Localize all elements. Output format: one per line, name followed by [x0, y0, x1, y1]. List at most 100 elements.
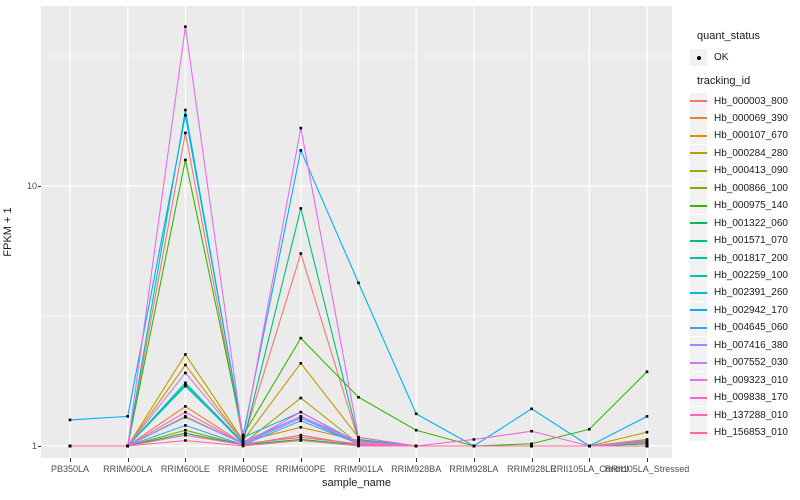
data-point: [184, 363, 187, 367]
data-point: [299, 396, 303, 400]
legend-item-label: Hb_000107_670: [714, 130, 788, 142]
data-point: [645, 430, 649, 434]
legend-key-swatch: [690, 92, 707, 110]
data-point: [241, 436, 245, 439]
series-color-line-icon: [690, 309, 707, 312]
series-color-line-icon: [690, 134, 707, 137]
legend-key-swatch: [690, 179, 707, 197]
x-tick-label-PB350LA: PB350LA: [50, 464, 90, 474]
series-color-line-icon: [690, 274, 707, 277]
x-tick-label-RRIM600SE: RRIM600SE: [218, 464, 269, 474]
y-tick-mark: [38, 186, 41, 187]
series-color-line-icon: [690, 239, 707, 242]
legend-item-label: Hb_002391_260: [714, 287, 788, 299]
x-tick-mark: [531, 458, 533, 462]
legend-item-label: Hb_156853_010: [714, 427, 788, 439]
data-point: [530, 442, 533, 446]
legend-item-label: OK: [714, 52, 729, 63]
data-point: [299, 433, 303, 437]
legend-item-label: Hb_001322_060: [714, 217, 788, 229]
data-point: [645, 439, 649, 442]
data-point: [184, 114, 187, 117]
data-point: [472, 444, 476, 448]
y-axis-title: FPKM + 1: [2, 207, 14, 257]
data-point: [184, 381, 187, 385]
data-point: [299, 252, 303, 255]
data-point: [184, 353, 187, 356]
data-point: [299, 207, 303, 210]
data-point: [184, 431, 187, 435]
data-point: [299, 126, 303, 130]
legend-key-swatch: [690, 371, 707, 389]
legend-key-swatch: [690, 127, 707, 145]
legend-item-label: Hb_137288_010: [714, 409, 788, 421]
series-color-line-icon: [690, 344, 707, 347]
x-tick-label-RRIM928BA: RRIM928BA: [391, 464, 442, 474]
data-point: [645, 441, 649, 444]
legend-item-label: Hb_009838_170: [714, 392, 788, 404]
legend-item-label: Hb_002259_100: [714, 270, 788, 281]
x-tick-label-RRIM600LE: RRIM600LE: [160, 464, 210, 474]
legend-key-swatch: [690, 109, 707, 127]
x-tick-mark: [300, 458, 302, 462]
plot-panel: [41, 6, 672, 458]
x-tick-label-RRIM928LE: RRIM928LE: [507, 464, 557, 474]
legend-item-label: Hb_000003_800: [714, 95, 788, 107]
legend-key-swatch: [690, 389, 707, 407]
legend-key-swatch: [690, 301, 707, 319]
data-point: [126, 444, 129, 448]
legend-key-swatch: [690, 162, 707, 180]
series-color-line-icon: [690, 414, 707, 417]
data-point: [184, 383, 187, 387]
legend-item-label: Hb_000975_140: [714, 200, 788, 212]
x-tick-mark: [127, 458, 129, 462]
data-point: [530, 444, 533, 448]
legend-item-label: Hb_001571_070: [714, 235, 788, 247]
data-point: [299, 439, 303, 442]
legend-key-swatch: [690, 406, 707, 424]
legend-item-label: Hb_000866_100: [714, 182, 788, 194]
legend-item-label: Hb_002942_170: [714, 304, 788, 316]
data-point: [645, 415, 649, 418]
x-tick-label-RRIM600LA: RRIM600LA: [103, 464, 153, 474]
series-color-line-icon: [690, 222, 707, 225]
data-point: [414, 428, 418, 432]
legend-item-label: Hb_007416_380: [714, 339, 788, 351]
x-tick-label-RRII105LA_Stressed: RRII105LA_Stressed: [604, 464, 690, 474]
y-tick-mark: [38, 446, 41, 447]
data-point: [645, 444, 649, 448]
data-point: [126, 415, 129, 418]
legend-key-swatch: [690, 354, 707, 372]
data-point: [588, 427, 591, 431]
point-marker-icon: [696, 55, 701, 60]
series-color-line-icon: [690, 379, 707, 382]
data-point: [299, 410, 303, 414]
data-point: [68, 444, 72, 448]
legend-key-swatch: [690, 267, 707, 284]
data-point: [414, 412, 418, 416]
series-color-line-icon: [690, 431, 707, 434]
legend-item-label: Hb_001817_200: [714, 252, 788, 264]
data-point: [184, 405, 187, 408]
data-point: [184, 433, 187, 437]
x-tick-mark: [358, 458, 360, 462]
data-point: [184, 158, 187, 162]
series-color-line-icon: [690, 396, 707, 399]
data-point: [184, 428, 187, 432]
x-tick-mark: [473, 458, 475, 462]
series-color-line-icon: [690, 169, 707, 172]
x-tick-mark: [416, 458, 418, 462]
y-tick-label: 10: [26, 180, 37, 191]
data-point: [357, 436, 360, 439]
data-point: [357, 281, 360, 285]
series-color-line-icon: [690, 257, 707, 260]
legend-item-label: Hb_007552_030: [714, 357, 788, 369]
data-point: [357, 440, 360, 443]
data-point: [241, 433, 245, 437]
legend-item-label: Hb_000284_280: [714, 147, 788, 159]
data-point: [299, 336, 303, 340]
legend-key-swatch: [690, 214, 707, 232]
data-point: [184, 108, 187, 112]
data-point: [184, 371, 187, 375]
x-axis-title: sample_name: [321, 477, 392, 489]
